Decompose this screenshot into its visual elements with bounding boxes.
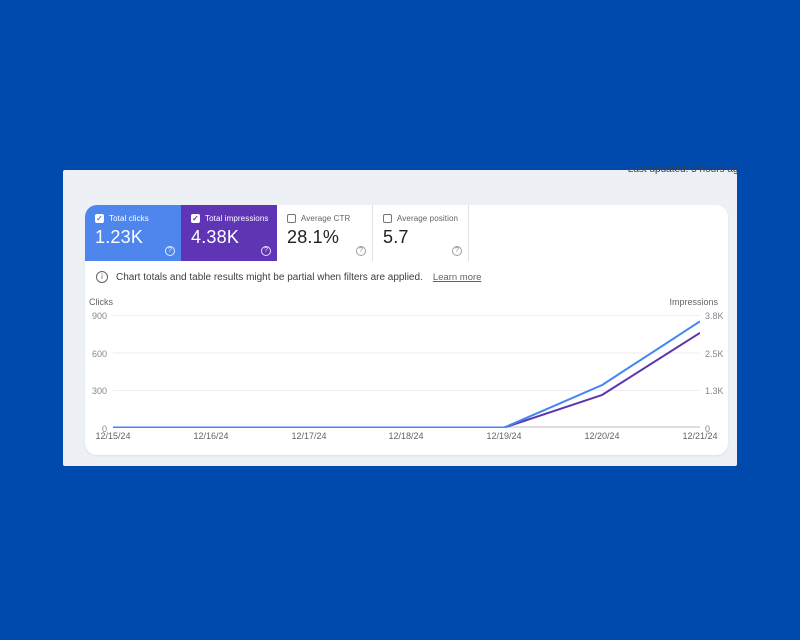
last-updated-wrap: Last updated: 5 hours ago <box>577 164 737 177</box>
checkbox-unchecked-icon[interactable] <box>383 214 392 223</box>
help-icon[interactable]: ? <box>261 246 271 256</box>
right-ytick-2.5k: 2.5K <box>705 348 724 359</box>
left-ytick-900: 900 <box>91 311 107 321</box>
metric-card-value: 5.7 <box>383 227 409 247</box>
metric-card-average-ctr[interactable]: Average CTR 28.1% ? <box>277 205 373 261</box>
right-ytick-3.8k: 3.8K <box>705 311 724 321</box>
line-clicks <box>113 320 700 428</box>
metric-card-total-impressions[interactable]: ✓ Total impressions 4.38K ? <box>181 205 277 261</box>
x-label: 12/20/24 <box>584 431 620 441</box>
x-label: 12/19/24 <box>486 431 522 441</box>
checkmark-icon: ✓ <box>192 214 199 223</box>
metric-card-label: Average position <box>397 214 459 223</box>
left-ytick-0: 0 <box>101 423 107 434</box>
card-head: Average position <box>383 214 468 223</box>
right-axis-title: Impressions <box>669 297 718 307</box>
help-icon[interactable]: ? <box>452 246 462 256</box>
x-label: 12/21/24 <box>682 431 718 441</box>
x-label: 12/16/24 <box>193 431 229 441</box>
x-label: 12/15/24 <box>95 431 131 441</box>
card-head: Average CTR <box>287 214 372 223</box>
card-head: ✓ Total clicks <box>95 214 181 223</box>
left-axis-title: Clicks <box>89 297 113 307</box>
checkbox-checked-icon[interactable]: ✓ <box>191 214 200 223</box>
metric-card-label: Average CTR <box>301 214 351 223</box>
left-ytick-600: 600 <box>91 348 107 359</box>
performance-panel: ✓ Total clicks 1.23K ? ✓ Total impressio… <box>85 205 728 455</box>
help-icon[interactable]: ? <box>356 246 366 256</box>
line-impressions <box>113 331 700 428</box>
metric-card-total-clicks[interactable]: ✓ Total clicks 1.23K ? <box>85 205 181 261</box>
partial-data-notice: i Chart totals and table results might b… <box>96 271 481 283</box>
metric-card-value: 28.1% <box>287 227 340 247</box>
metric-cards-row: ✓ Total clicks 1.23K ? ✓ Total impressio… <box>85 205 469 261</box>
help-icon[interactable]: ? <box>165 246 175 256</box>
card-head: ✓ Total impressions <box>191 214 277 223</box>
checkmark-icon: ✓ <box>96 214 103 223</box>
metric-card-average-position[interactable]: Average position 5.7 ? <box>373 205 469 261</box>
metric-card-label: Total impressions <box>205 214 269 223</box>
x-label: 12/17/24 <box>291 431 327 441</box>
metric-card-label: Total clicks <box>109 214 149 223</box>
checkbox-checked-icon[interactable]: ✓ <box>95 214 104 223</box>
checkbox-unchecked-icon[interactable] <box>287 214 296 223</box>
left-ytick-300: 300 <box>91 386 107 396</box>
last-updated-text: Last updated: 5 hours ago <box>627 164 737 175</box>
x-axis-labels: 12/15/24 12/16/24 12/17/24 12/18/24 12/1… <box>85 431 728 443</box>
learn-more-link[interactable]: Learn more <box>432 271 482 283</box>
right-ytick-1.3k: 1.3K <box>705 386 724 396</box>
notice-text: Chart totals and table results might be … <box>116 271 423 283</box>
info-icon: i <box>96 271 108 283</box>
metric-card-value: 4.38K <box>191 227 240 247</box>
right-ytick-0: 0 <box>705 423 711 434</box>
performance-chart[interactable] <box>113 315 700 428</box>
x-label: 12/18/24 <box>388 431 424 441</box>
metric-card-value: 1.23K <box>95 227 144 247</box>
